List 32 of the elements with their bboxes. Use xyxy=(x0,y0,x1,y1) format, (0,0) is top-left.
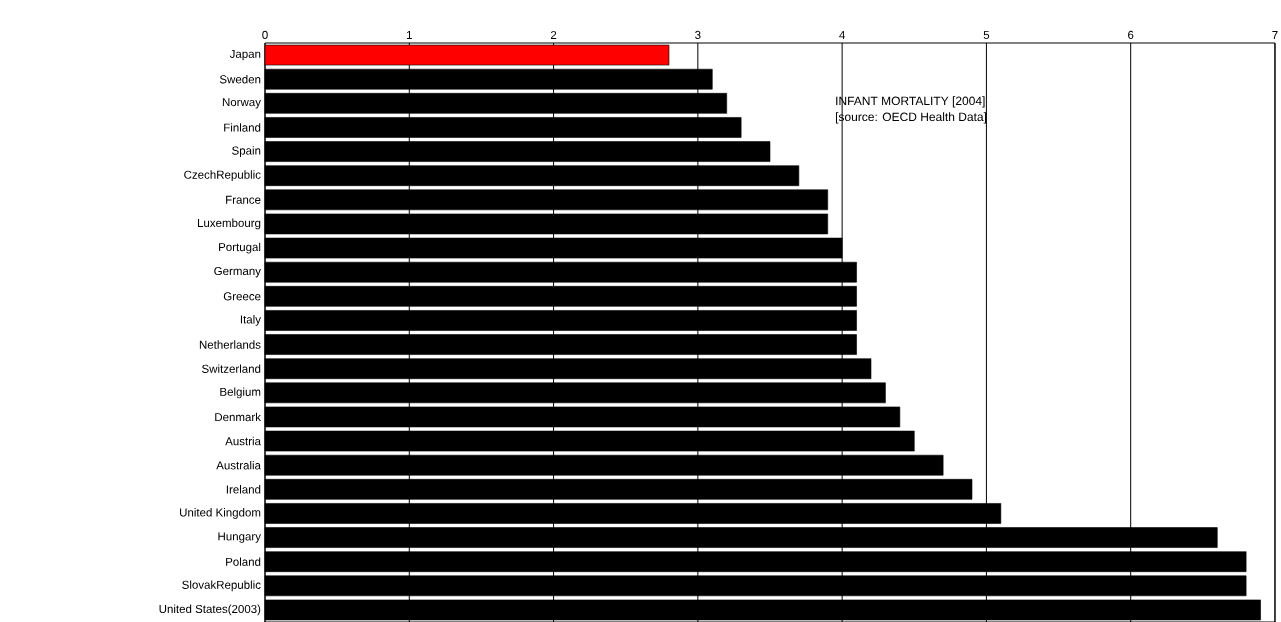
y-tick-label: Netherlands xyxy=(199,340,261,349)
y-tick-label: Belgium xyxy=(220,387,261,399)
x-tick-label: 4 xyxy=(839,31,845,39)
y-tick-label: Austria xyxy=(225,436,261,446)
y-tick-label: Poland xyxy=(226,557,261,566)
y-tick-label: Germany xyxy=(214,266,261,278)
y-tick-label: France xyxy=(226,195,261,204)
x-tick-label: 1 xyxy=(406,31,412,39)
y-tick-label: Spain xyxy=(232,146,261,157)
y-tick-label: Luxembourg xyxy=(197,218,261,230)
y-tick-label: CzechRepublic xyxy=(184,170,261,182)
x-tick-label: 3 xyxy=(695,30,701,39)
y-tick-label: Finland xyxy=(224,123,261,132)
x-tick-label: 7 xyxy=(1272,31,1278,39)
y-tick-label: SlovakRepublic xyxy=(182,580,261,592)
y-tick-label: Ireland xyxy=(226,485,261,494)
y-tick-label: United States(2003) xyxy=(159,604,261,616)
y-tick-label: Switzerland xyxy=(202,364,261,373)
y-tick-label: United Kingdom xyxy=(180,508,261,519)
x-tick-label: 5 xyxy=(983,30,990,39)
x-tick-label: 6 xyxy=(1128,30,1134,39)
y-tick-label: Japan xyxy=(229,49,261,61)
x-tick-label: 2 xyxy=(550,30,557,39)
y-tick-label: Greece xyxy=(223,292,261,301)
y-tick-label: Sweden xyxy=(219,74,261,84)
y-tick-label: Hungary xyxy=(218,532,261,543)
x-tick-label: 0 xyxy=(262,30,268,39)
y-tick-label: Norway xyxy=(222,98,261,109)
y-tick-label: Italy xyxy=(240,315,261,326)
y-tick-label: Australia xyxy=(216,460,261,470)
y-tick-label: Portugal xyxy=(219,242,261,254)
y-tick-label: Denmark xyxy=(215,412,261,422)
